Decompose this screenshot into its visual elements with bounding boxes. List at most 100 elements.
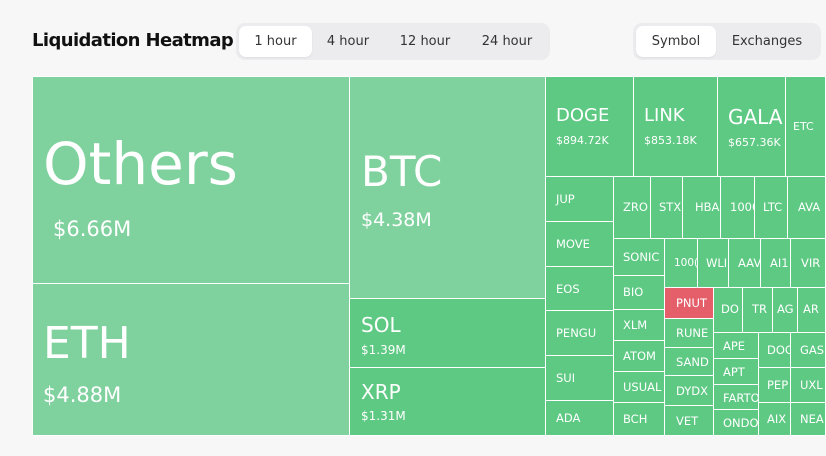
tile-dydx[interactable]: DYDX	[664, 375, 714, 406]
tab-24-hour[interactable]: 24 hour	[481, 34, 533, 49]
tile-symbol: FARTO	[723, 391, 759, 405]
tile-symbol: HBA	[695, 200, 720, 214]
tile-others[interactable]: Others $6.66M	[32, 76, 350, 284]
tile-symbol: PEP	[767, 378, 789, 392]
tile-ada[interactable]: ADA	[545, 400, 614, 436]
tile-symbol: ETC	[793, 120, 814, 133]
time-range-selector: 1 hour 4 hour 12 hour 24 hour	[236, 23, 550, 60]
tile-gas[interactable]: GAS	[790, 332, 826, 368]
tile-vet[interactable]: VET	[664, 405, 714, 436]
tile-link[interactable]: LINK $853.18K	[633, 76, 718, 177]
tile-aav[interactable]: AAV	[728, 238, 761, 288]
tile-pnut[interactable]: PNUT	[664, 287, 714, 319]
tile-symbol: DOC	[767, 343, 791, 357]
tab-12-hour[interactable]: 12 hour	[399, 34, 451, 49]
tile-1000-b[interactable]: 100(	[664, 238, 698, 288]
tile-symbol: BIO	[623, 285, 644, 299]
tile-1000-a[interactable]: 1000	[720, 176, 755, 239]
tile-symbol: AG	[777, 302, 794, 316]
tile-symbol: GAS	[800, 343, 825, 357]
tile-vir[interactable]: VIR	[790, 238, 826, 288]
tile-symbol: RUNE	[676, 326, 709, 340]
tile-symbol: VIR	[801, 256, 821, 270]
tile-uxl[interactable]: UXL	[790, 367, 826, 403]
tile-tr[interactable]: TR	[742, 287, 773, 333]
tile-doge[interactable]: DOGE $894.72K	[545, 76, 634, 177]
tile-value: $1.31M	[361, 409, 406, 423]
tile-ag[interactable]: AG	[772, 287, 798, 333]
tab-1-hour[interactable]: 1 hour	[239, 26, 312, 57]
tile-gala[interactable]: GALA $657.36K	[717, 76, 786, 177]
tile-xrp[interactable]: XRP $1.31M	[349, 367, 546, 436]
tile-pengu[interactable]: PENGU	[545, 310, 614, 356]
tile-pep[interactable]: PEP	[758, 367, 791, 403]
tab-exchanges[interactable]: Exchanges	[731, 34, 803, 49]
tab-4-hour[interactable]: 4 hour	[326, 34, 370, 49]
page-title: Liquidation Heatmap	[32, 30, 234, 51]
tile-hba[interactable]: HBA	[682, 176, 721, 239]
tile-xlm[interactable]: XLM	[613, 309, 665, 341]
tile-symbol: ATOM	[623, 349, 656, 363]
tile-stx[interactable]: STX	[650, 176, 683, 239]
tile-symbol: AAV	[738, 256, 761, 270]
tile-aix[interactable]: AIX	[758, 402, 791, 436]
tile-sand[interactable]: SAND	[664, 347, 714, 376]
tile-jup[interactable]: JUP	[545, 176, 614, 222]
tile-ai1[interactable]: AI1	[760, 238, 791, 288]
tile-symbol: LINK	[644, 105, 685, 126]
tile-etc[interactable]: ETC	[785, 76, 826, 177]
tile-sui[interactable]: SUI	[545, 355, 614, 401]
tile-symbol: AIX	[767, 412, 787, 426]
tile-eth[interactable]: ETH $4.88M	[32, 283, 350, 436]
tile-atom[interactable]: ATOM	[613, 340, 665, 372]
tile-symbol: ONDO	[723, 416, 759, 430]
tile-value: $4.88M	[43, 383, 122, 407]
tile-value: $1.39M	[361, 343, 406, 357]
tile-symbol: 1000	[730, 200, 754, 214]
tile-symbol: LTC	[763, 200, 783, 214]
tile-nea[interactable]: NEA	[790, 402, 826, 436]
tile-bio[interactable]: BIO	[613, 275, 665, 310]
tile-symbol: GALA	[728, 105, 783, 129]
tile-farto[interactable]: FARTO	[713, 384, 759, 410]
liquidation-heatmap: Others $6.66M ETH $4.88M BTC $4.38M SOL …	[32, 76, 826, 436]
tile-usual[interactable]: USUAL	[613, 371, 665, 403]
tile-wli[interactable]: WLI	[697, 238, 729, 288]
tile-btc[interactable]: BTC $4.38M	[349, 76, 546, 299]
tile-move[interactable]: MOVE	[545, 221, 614, 267]
tile-symbol: BTC	[361, 147, 443, 196]
tile-symbol: EOS	[556, 282, 580, 296]
tile-symbol: ETH	[43, 318, 131, 369]
tile-zro[interactable]: ZRO	[613, 176, 651, 239]
tile-symbol: WLI	[706, 256, 728, 270]
tile-symbol: AR	[803, 302, 819, 316]
tile-apt[interactable]: APT	[713, 358, 759, 385]
tile-symbol: ZRO	[623, 200, 648, 214]
tile-symbol: ADA	[556, 411, 581, 425]
tile-sol[interactable]: SOL $1.39M	[349, 298, 546, 368]
tile-ava[interactable]: AVA	[787, 176, 826, 239]
tile-symbol: APE	[723, 339, 746, 353]
tile-ar[interactable]: AR	[797, 287, 826, 333]
tile-symbol: VET	[676, 414, 699, 428]
tile-symbol: DOGE	[556, 105, 610, 126]
tile-ltc[interactable]: LTC	[754, 176, 788, 239]
tile-value: $657.36K	[728, 136, 781, 149]
tile-symbol: 100(	[674, 257, 698, 269]
tile-symbol: SAND	[676, 355, 709, 369]
tile-do[interactable]: DO	[713, 287, 743, 333]
tile-rune[interactable]: RUNE	[664, 318, 714, 348]
tile-symbol: XRP	[361, 380, 401, 404]
tab-symbol[interactable]: Symbol	[636, 26, 716, 57]
tile-symbol: SUI	[556, 371, 576, 385]
tile-symbol: BCH	[623, 412, 648, 426]
tile-bch[interactable]: BCH	[613, 402, 665, 436]
tile-symbol: USUAL	[623, 380, 662, 394]
tile-eos[interactable]: EOS	[545, 266, 614, 311]
tile-symbol: DO	[721, 302, 739, 316]
tile-sonic[interactable]: SONIC	[613, 238, 665, 276]
tile-ape[interactable]: APE	[713, 332, 759, 359]
tile-ondo[interactable]: ONDO	[713, 409, 759, 436]
tile-doc[interactable]: DOC	[758, 332, 791, 368]
tile-symbol: XLM	[623, 318, 648, 332]
